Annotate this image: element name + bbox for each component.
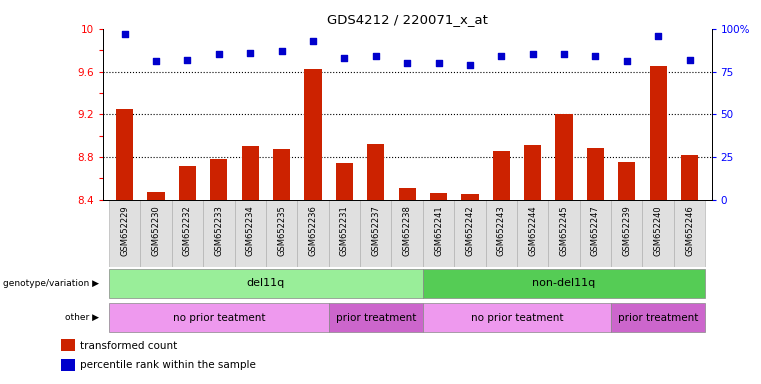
Bar [423,200,454,267]
Bar [618,162,635,200]
Bar [61,339,75,351]
Point [589,53,601,59]
Bar [298,200,329,267]
Text: non-del11q: non-del11q [533,278,596,288]
Text: percentile rank within the sample: percentile rank within the sample [80,360,256,370]
Point [339,55,351,61]
Title: GDS4212 / 220071_x_at: GDS4212 / 220071_x_at [326,13,488,26]
Bar [336,163,353,200]
Bar [367,144,384,200]
Bar [391,200,423,267]
Text: GSM652234: GSM652234 [246,205,255,256]
Bar [430,193,447,200]
Bar [273,149,290,200]
Bar [524,145,541,200]
Text: GSM652238: GSM652238 [403,205,412,256]
Bar [140,200,172,267]
Bar [642,200,674,267]
Bar [329,303,423,333]
Point [621,58,633,65]
Bar [461,194,479,200]
Point [401,60,413,66]
Text: GSM652244: GSM652244 [528,205,537,256]
Point [181,56,193,63]
Bar [611,303,705,333]
Point [463,61,476,68]
Bar [681,155,698,200]
Point [213,51,225,58]
Text: no prior teatment: no prior teatment [471,313,563,323]
Text: GSM652232: GSM652232 [183,205,192,256]
Point [307,38,319,44]
Point [527,51,539,58]
Bar [109,268,423,298]
Bar [241,146,259,200]
Bar [580,200,611,267]
Text: GSM652243: GSM652243 [497,205,506,256]
Text: GSM652246: GSM652246 [685,205,694,256]
Text: GSM652229: GSM652229 [120,205,129,256]
Point [370,53,382,59]
Bar [492,151,510,200]
Text: GSM652233: GSM652233 [215,205,223,256]
Text: GSM652241: GSM652241 [434,205,443,256]
Text: transformed count: transformed count [80,341,177,351]
Text: GSM652231: GSM652231 [340,205,349,256]
Point [244,50,256,56]
Point [432,60,444,66]
Text: GSM652245: GSM652245 [559,205,568,256]
Bar [486,200,517,267]
Text: no prior teatment: no prior teatment [173,313,265,323]
Bar [116,109,133,200]
Bar [203,200,234,267]
Text: prior treatment: prior treatment [336,313,416,323]
Text: other ▶: other ▶ [65,313,99,322]
Text: del11q: del11q [247,278,285,288]
Text: GSM652247: GSM652247 [591,205,600,256]
Bar [234,200,266,267]
Point [275,48,288,54]
Point [119,31,131,37]
Bar [517,200,549,267]
Bar [674,200,705,267]
Point [558,51,570,58]
Bar [360,200,391,267]
Bar [329,200,360,267]
Text: GSM652237: GSM652237 [371,205,380,256]
Point [652,33,664,39]
Point [150,58,162,65]
Bar [611,200,642,267]
Bar [423,268,705,298]
Bar [109,200,140,267]
Point [495,53,508,59]
Bar [587,148,604,200]
Bar [61,359,75,371]
Text: GSM652235: GSM652235 [277,205,286,256]
Point [683,56,696,63]
Text: genotype/variation ▶: genotype/variation ▶ [3,279,99,288]
Bar [109,303,329,333]
Bar [650,66,667,200]
Text: GSM652230: GSM652230 [151,205,161,256]
Bar [304,70,322,200]
Text: GSM652240: GSM652240 [654,205,663,256]
Bar [266,200,298,267]
Bar [210,159,228,200]
Bar [399,188,416,200]
Bar [454,200,486,267]
Bar [549,200,580,267]
Text: GSM652239: GSM652239 [622,205,632,256]
Bar [179,166,196,200]
Bar [172,200,203,267]
Text: GSM652242: GSM652242 [466,205,474,256]
Bar [423,303,611,333]
Text: GSM652236: GSM652236 [308,205,317,256]
Bar [148,192,164,200]
Text: prior treatment: prior treatment [618,313,699,323]
Bar [556,114,573,200]
